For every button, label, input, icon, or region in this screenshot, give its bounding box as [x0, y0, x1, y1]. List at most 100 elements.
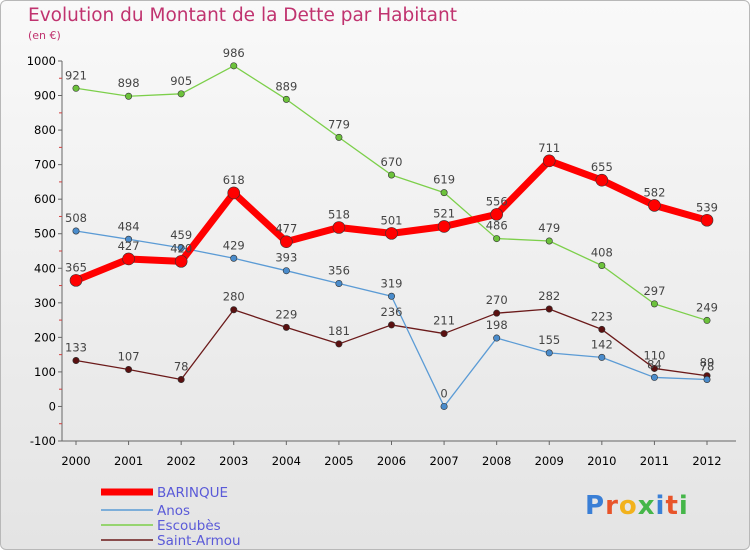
data-point	[177, 90, 185, 98]
y-tick-label: 100	[34, 365, 56, 379]
x-tick-label: 2003	[219, 454, 248, 468]
y-tick-label: 300	[34, 296, 56, 310]
data-label: 479	[538, 221, 560, 235]
data-point	[703, 376, 711, 384]
data-label: 229	[275, 307, 297, 321]
data-point	[174, 255, 188, 268]
chart-subtitle: (en €)	[28, 29, 61, 42]
data-label: 501	[381, 213, 403, 227]
data-point	[282, 267, 290, 275]
legend-label: Escoubès	[157, 518, 221, 534]
x-tick-label: 2012	[692, 454, 721, 468]
x-tick-label: 2011	[640, 454, 669, 468]
y-tick-label: 200	[34, 330, 56, 344]
data-label: 356	[328, 263, 350, 277]
data-point	[72, 357, 80, 365]
data-point	[335, 279, 343, 287]
legend-label: Anos	[157, 503, 190, 519]
data-point	[227, 186, 241, 200]
data-point	[598, 262, 606, 270]
data-point	[700, 213, 714, 227]
data-point	[387, 321, 395, 329]
data-point	[230, 254, 238, 262]
data-point	[545, 349, 553, 357]
data-label: 711	[538, 141, 560, 155]
data-point	[545, 237, 553, 245]
legend-label: BARINQUE	[157, 485, 228, 501]
data-point	[650, 364, 658, 372]
y-tick-label: 1000	[27, 54, 56, 68]
y-tick-label: -100	[30, 434, 56, 448]
y-tick-label: 0	[49, 399, 56, 413]
y-tick-label: 800	[34, 123, 56, 137]
data-label: 427	[118, 239, 140, 253]
data-label: 905	[170, 74, 192, 88]
data-label: 521	[433, 206, 455, 220]
data-label: 211	[433, 314, 455, 328]
data-point	[703, 316, 711, 324]
x-tick-label: 2004	[272, 454, 301, 468]
data-point	[493, 235, 501, 243]
logo-letter: t	[665, 491, 679, 521]
data-label: 297	[643, 284, 665, 298]
x-tick-label: 2005	[324, 454, 353, 468]
data-point	[542, 154, 556, 168]
data-label: 655	[591, 160, 613, 174]
data-label: 365	[65, 260, 87, 274]
data-point	[177, 244, 185, 252]
data-label: 393	[275, 251, 297, 265]
data-label: 155	[538, 333, 560, 347]
x-tick-label: 2001	[114, 454, 143, 468]
data-point	[335, 340, 343, 348]
data-point	[335, 133, 343, 141]
logo-letter: o	[618, 491, 638, 521]
data-point	[280, 235, 293, 248]
data-label: 78	[174, 360, 189, 374]
y-tick-label: 500	[34, 227, 56, 241]
data-point	[385, 227, 398, 240]
logo-letter: x	[637, 491, 656, 521]
x-tick-label: 2006	[377, 454, 406, 468]
data-point	[595, 173, 609, 187]
data-point	[387, 171, 395, 179]
data-label: 670	[381, 155, 403, 169]
data-label: 198	[486, 318, 508, 332]
data-label: 181	[328, 324, 350, 338]
data-point	[650, 300, 658, 308]
data-point	[125, 365, 133, 373]
logo-letter: i	[655, 491, 666, 521]
data-point	[125, 92, 133, 100]
legend-label: Saint-Armou	[157, 533, 241, 549]
data-point	[437, 220, 451, 233]
data-label: 270	[486, 293, 508, 307]
chart-title: Evolution du Montant de la Dette par Hab…	[28, 5, 457, 26]
logo-letter: P	[585, 491, 606, 521]
data-point	[387, 292, 395, 300]
data-point	[177, 376, 185, 384]
data-label: 556	[486, 194, 508, 208]
y-tick-label: 700	[34, 158, 56, 172]
data-label: 408	[591, 246, 613, 260]
data-point	[125, 235, 133, 243]
x-tick-label: 2002	[167, 454, 196, 468]
y-tick-label: 600	[34, 192, 56, 206]
data-label: 619	[433, 173, 455, 187]
data-point	[122, 252, 135, 266]
x-tick-label: 2008	[482, 454, 511, 468]
data-point	[230, 62, 238, 70]
data-point	[440, 402, 448, 410]
data-label: 539	[696, 200, 718, 214]
data-point	[598, 325, 606, 333]
data-point	[598, 353, 606, 361]
data-point	[72, 84, 80, 92]
data-label: 84	[647, 357, 662, 371]
data-label: 779	[328, 117, 350, 131]
data-label: 889	[275, 79, 297, 93]
data-label: 518	[328, 208, 350, 222]
data-label: 486	[486, 219, 508, 233]
data-point	[440, 330, 448, 338]
data-point	[282, 95, 290, 103]
data-point	[490, 208, 503, 221]
data-label: 618	[223, 173, 245, 187]
